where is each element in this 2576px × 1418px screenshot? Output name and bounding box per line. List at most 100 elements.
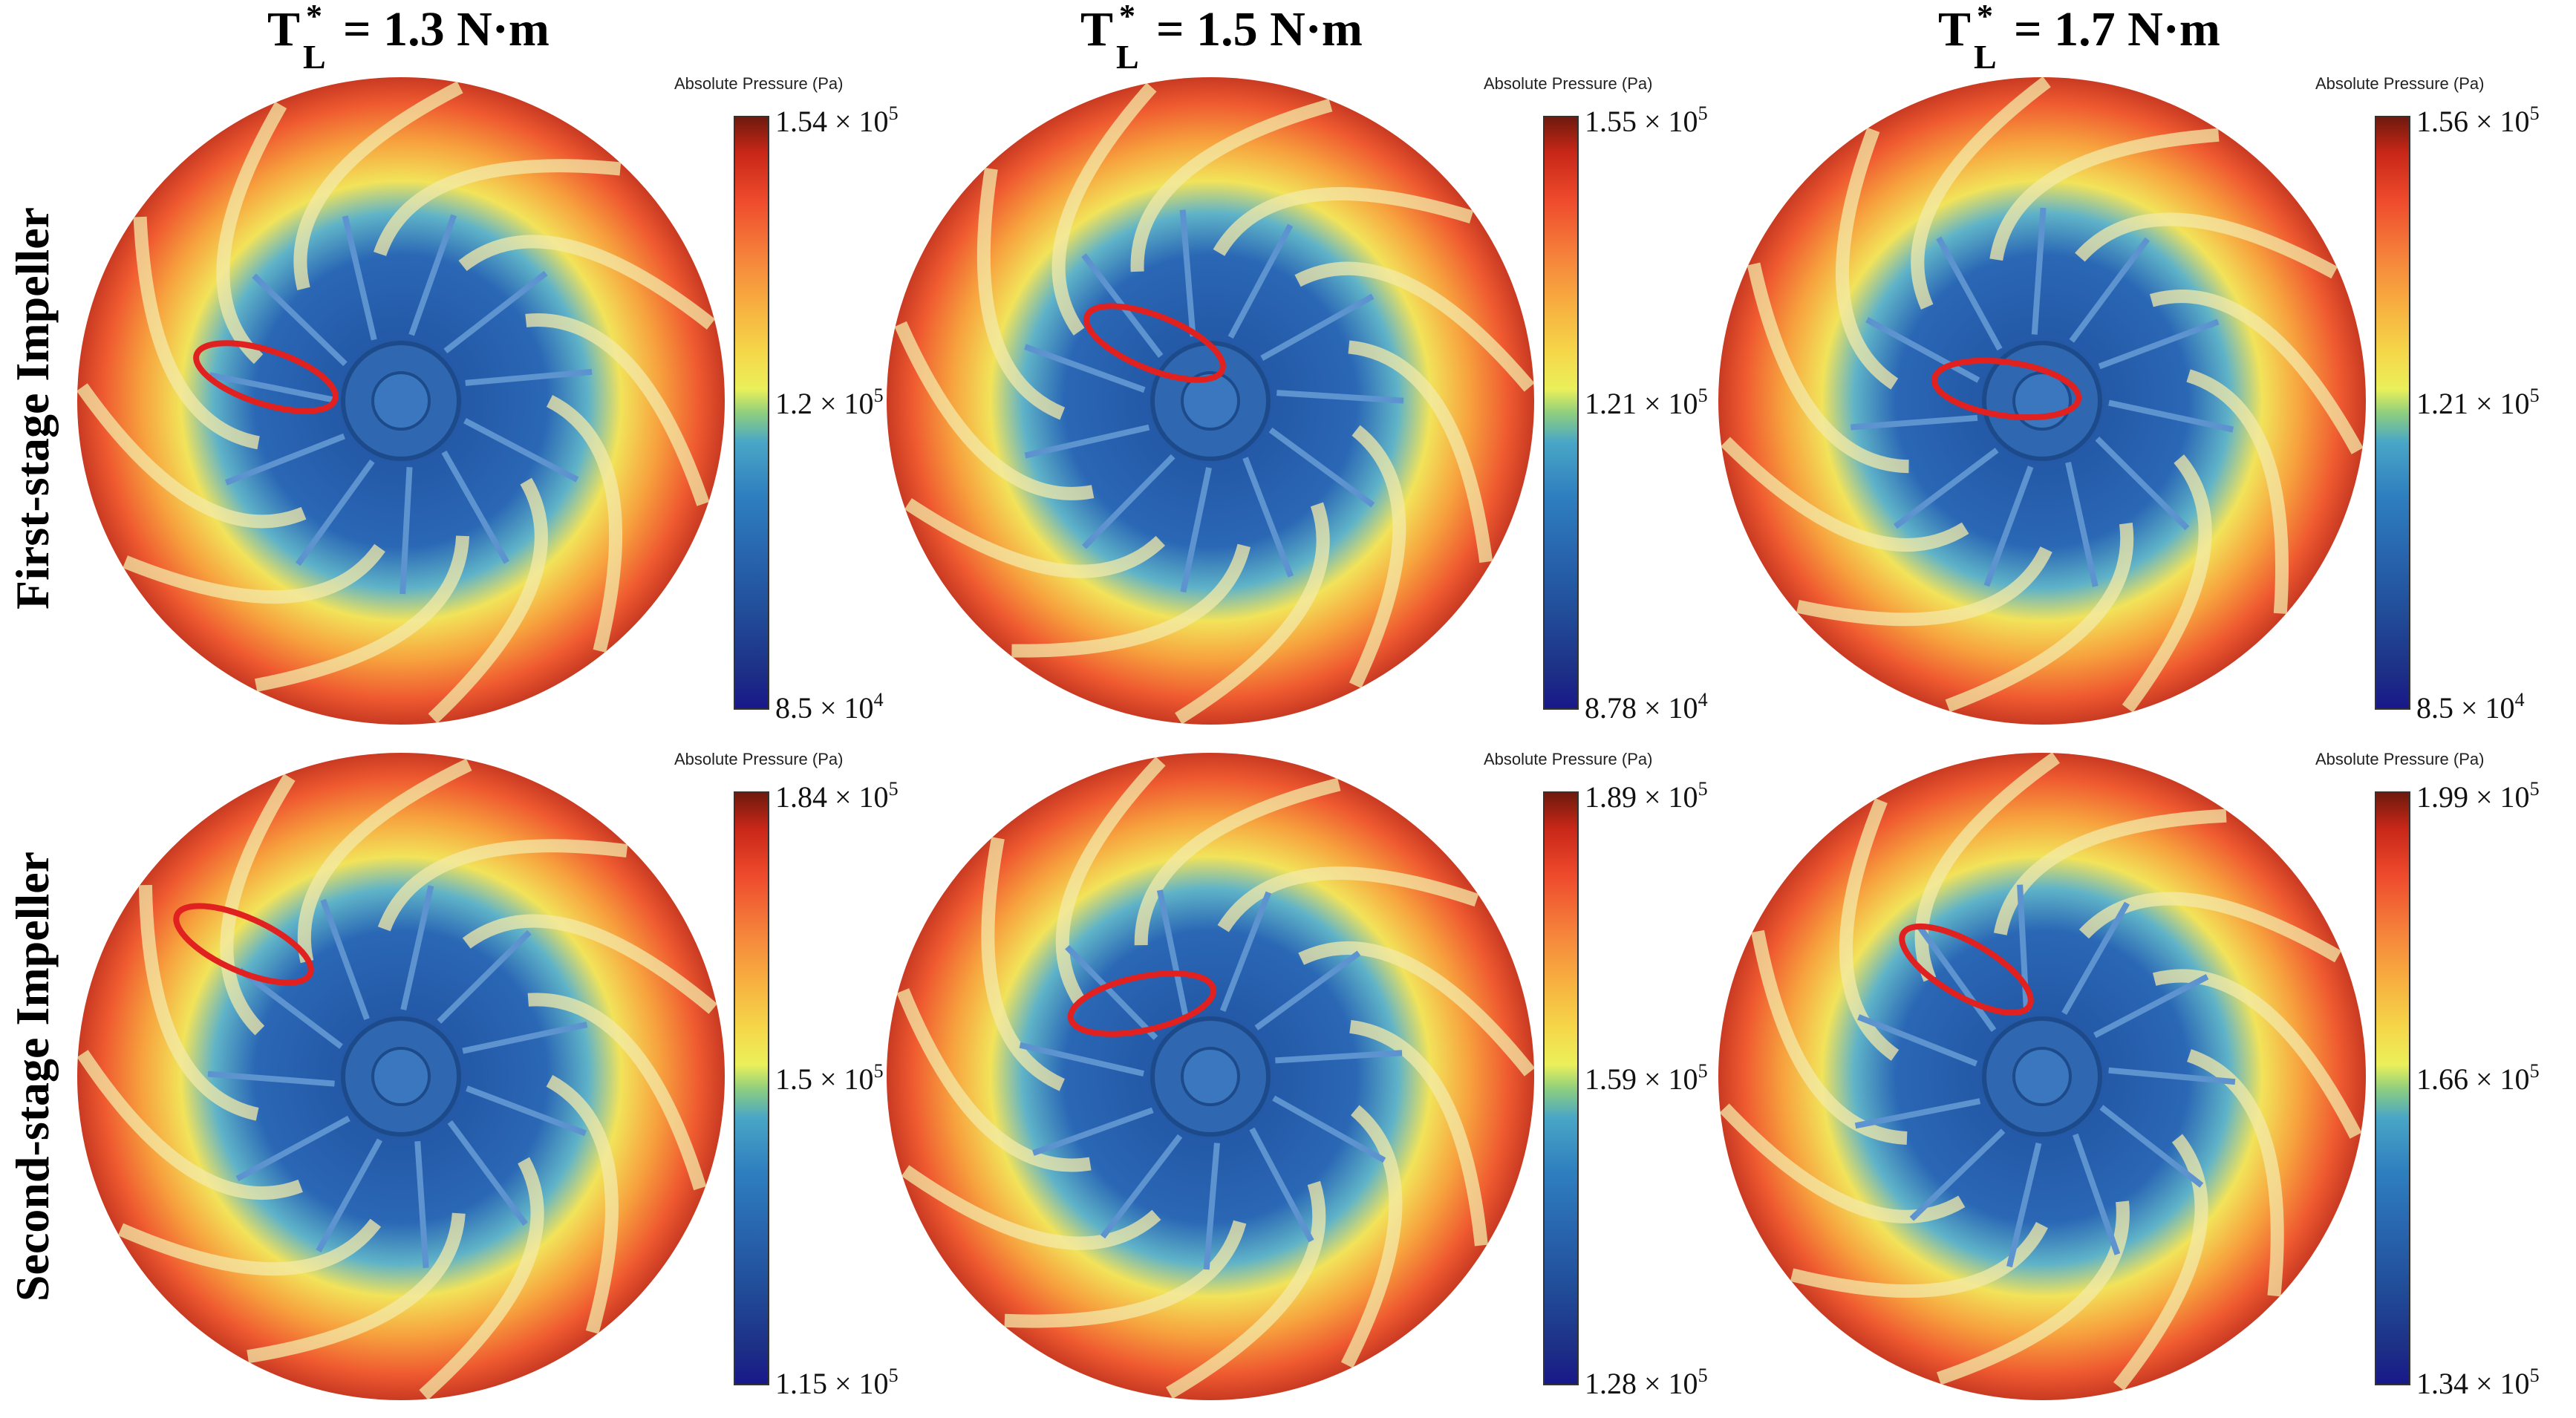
impeller-blade	[2149, 290, 2364, 454]
splitter-blade	[1024, 424, 1150, 459]
impeller-blade	[2153, 969, 2362, 1139]
impeller-blade	[1747, 262, 1909, 474]
splitter-blade	[1019, 1042, 1144, 1077]
column-header-3: T * L = 1.7 N·m	[1938, 0, 2220, 76]
impeller-blade	[1004, 1220, 1247, 1328]
impeller-blade	[216, 101, 287, 365]
impeller-blade	[374, 159, 622, 257]
splitter-blade	[1203, 1143, 1220, 1270]
contour-panel: Absolute Pressure (Pa) 1.99 × 105 1.66 × 1…	[1715, 750, 2540, 1418]
splitter-blade	[1276, 390, 1404, 404]
impeller-blade	[377, 839, 628, 932]
impeller-pressure-contour	[1718, 752, 2366, 1400]
splitter-blade	[2031, 207, 2047, 335]
splitter-blade	[1268, 427, 1375, 508]
impeller-blade	[976, 167, 1066, 420]
impeller-blade	[76, 1050, 303, 1200]
impeller-blade	[1294, 261, 1535, 392]
impeller-blade	[1051, 82, 1157, 336]
splitter-blade	[2099, 1105, 2204, 1188]
splitter-blade	[1865, 317, 1980, 383]
splitter-blade	[462, 1022, 588, 1054]
impeller-blade	[894, 321, 1095, 500]
impeller-blade	[1839, 798, 1900, 1061]
impeller-blade	[1349, 1019, 1488, 1247]
splitter-blade	[1851, 414, 1978, 431]
highlight-ellipse	[1083, 303, 1226, 383]
impeller-blade	[896, 988, 1092, 1172]
impeller-blade	[2113, 1134, 2208, 1391]
impeller-blade	[1348, 340, 1493, 563]
impeller-blade	[1175, 502, 1330, 725]
impeller-blade	[527, 993, 707, 1191]
splitter-blade	[1917, 925, 1997, 1033]
splitter-blade	[1219, 891, 1272, 1012]
splitter-blade	[296, 459, 375, 566]
impeller-blade	[247, 1212, 466, 1364]
splitter-blade	[465, 368, 593, 386]
impeller-blade	[1796, 546, 2052, 627]
splitter-blade	[2098, 318, 2220, 370]
impeller-blade	[220, 774, 296, 1036]
splitter-blade	[1260, 293, 1375, 362]
splitter-blade	[443, 270, 548, 353]
splitter-blade	[1031, 1107, 1154, 1156]
splitter-blade	[238, 967, 343, 1049]
splitter-blade	[2069, 237, 2151, 343]
impeller-blade	[293, 81, 463, 291]
splitter-blade	[2108, 399, 2234, 433]
impeller-blade	[123, 543, 385, 604]
hub-nut	[1181, 371, 1240, 431]
column-header-2: T * L = 1.5 N·m	[1080, 0, 1363, 76]
hub-nut	[1181, 1047, 1240, 1106]
impeller-blade	[1217, 866, 1479, 932]
splitter-blade	[2061, 901, 2130, 1016]
torque-value: = 1.7 N·m	[2014, 2, 2220, 56]
colorbar-mid-label: 1.66 × 105	[2416, 1060, 2540, 1096]
impeller-blade	[297, 758, 472, 964]
splitter-blade	[1156, 889, 1189, 1016]
impeller-blade	[2186, 369, 2289, 614]
torque-value: = 1.3 N·m	[343, 2, 550, 56]
impeller-blade	[1945, 522, 2134, 713]
splitter-blade	[1249, 1127, 1314, 1243]
colorbar-min-label: 1.34 × 105	[2416, 1365, 2540, 1400]
impeller-blade	[1836, 127, 1899, 390]
colorbar-mid-label: 1.59 × 105	[1585, 1060, 1708, 1096]
impeller-pressure-contour	[76, 753, 725, 1400]
impeller-blade	[1721, 437, 1969, 552]
impeller-blade	[1055, 757, 1166, 1007]
splitter-blade	[1100, 1134, 1183, 1239]
colorbar-title: Absolute Pressure (Pa)	[2315, 74, 2485, 93]
impeller-blade	[133, 216, 260, 450]
impeller-blade	[458, 235, 716, 330]
column-header-1: T * L = 1.3 N·m	[267, 0, 550, 76]
impeller-blade	[117, 1218, 382, 1276]
torque-value: = 1.5 N·m	[1156, 2, 1363, 56]
splitter-blade	[1179, 209, 1196, 337]
colorbar-min-label: 1.28 × 105	[1585, 1365, 1708, 1400]
contour-panel: Absolute Pressure (Pa) 1.84 × 105 1.5 × 10…	[74, 750, 899, 1418]
impeller-blade	[904, 498, 1165, 578]
splitter-blade	[463, 418, 579, 483]
impeller-blade	[1166, 1180, 1326, 1399]
splitter-blade	[1857, 1014, 1978, 1067]
hub-nut	[371, 371, 431, 431]
impeller-blade	[1989, 128, 2220, 261]
splitter-blade	[316, 1138, 383, 1252]
impeller-blade	[254, 535, 470, 692]
splitter-blade	[2006, 1142, 2042, 1268]
colorbar	[2375, 116, 2410, 710]
impeller-blade	[1751, 929, 1908, 1146]
impeller-blade	[76, 383, 307, 529]
colorbar-title: Absolute Pressure (Pa)	[1484, 74, 1653, 93]
contour-panel: Absolute Pressure (Pa) 1.56 × 105 1.21 × 1…	[1715, 74, 2540, 742]
colorbar-max-label: 1.56 × 105	[2416, 102, 2540, 138]
impeller-blade	[1213, 187, 1474, 256]
impeller-blade	[1298, 941, 1535, 1076]
impeller-blade	[2122, 454, 2212, 713]
impeller-blade	[462, 914, 718, 1014]
colorbar-title: Absolute Pressure (Pa)	[1484, 750, 1653, 768]
colorbar	[1543, 791, 1579, 1385]
contour-panel: Absolute Pressure (Pa) 1.89 × 105 1.59 × 1…	[884, 750, 1708, 1418]
